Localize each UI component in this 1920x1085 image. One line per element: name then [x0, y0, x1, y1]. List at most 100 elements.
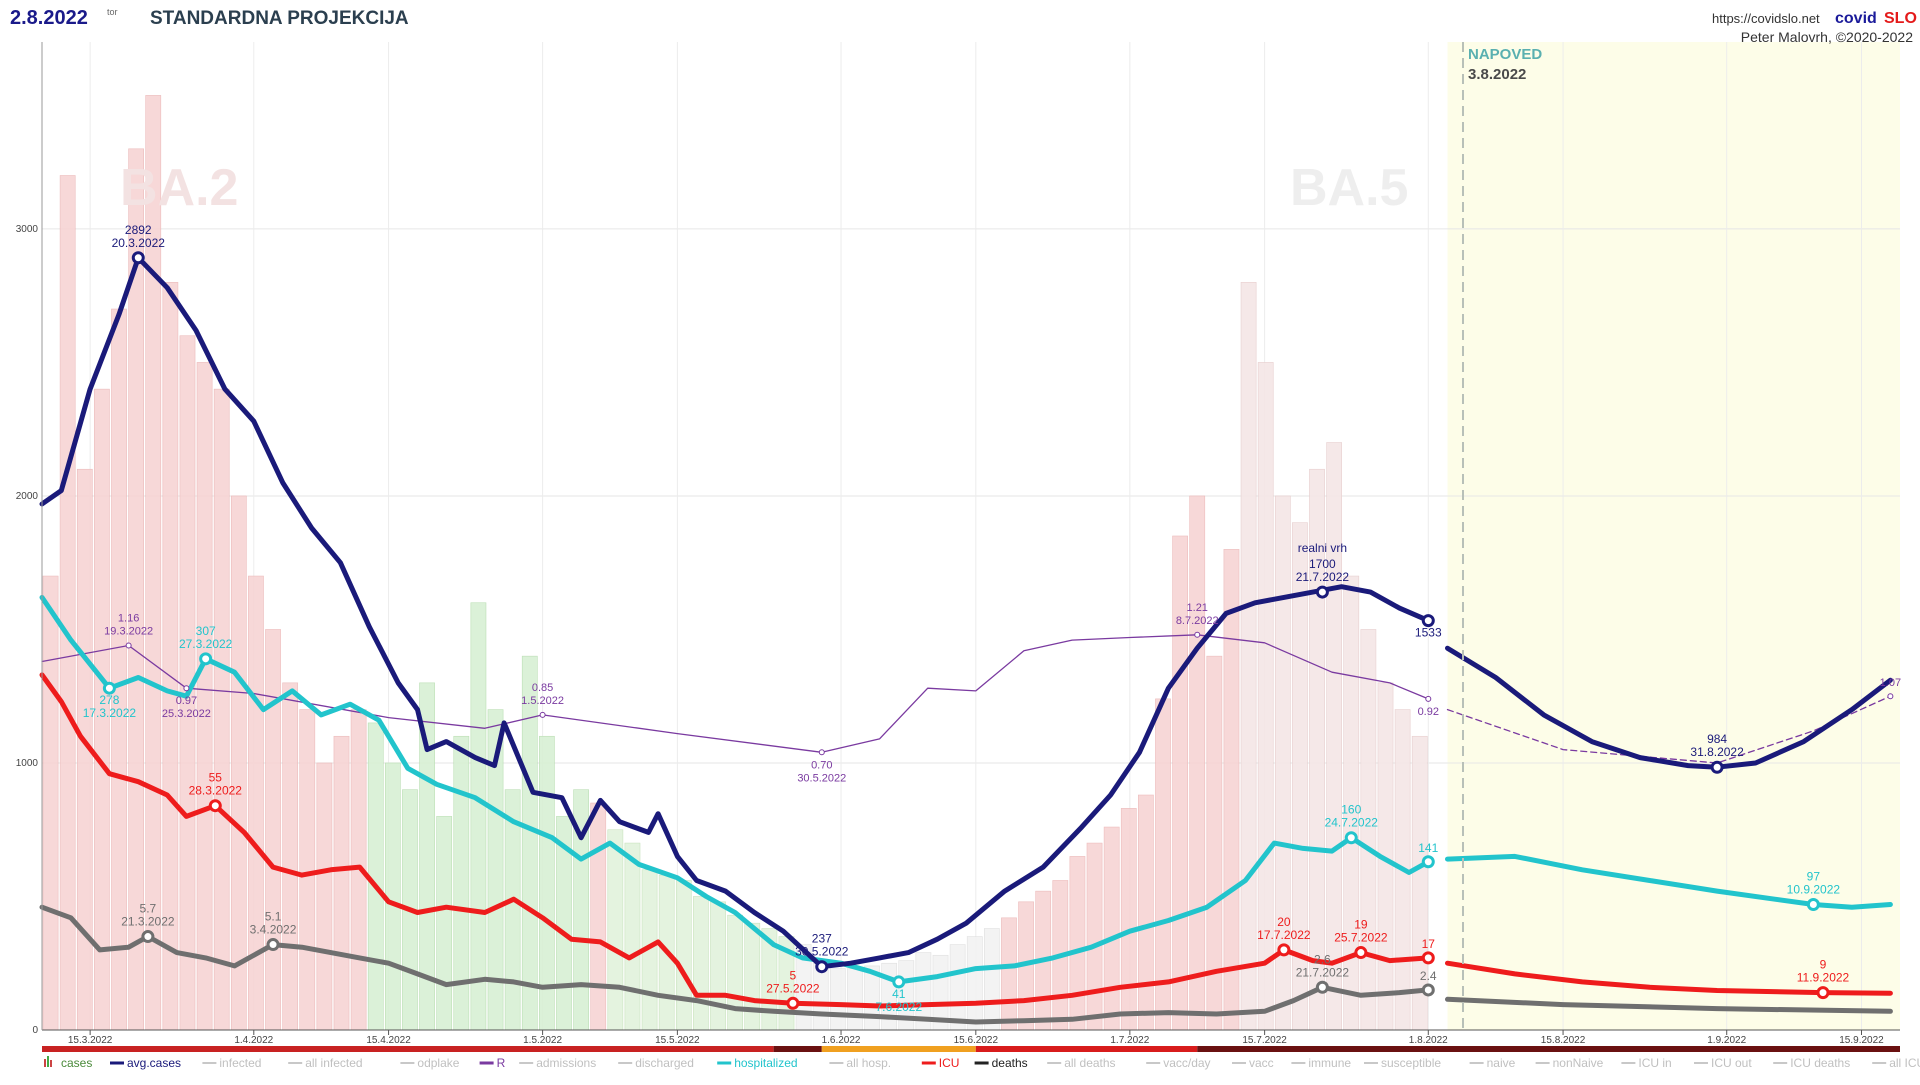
annotation-date: 21.7.2022 — [1296, 965, 1350, 979]
legend-item-icu: ICU — [939, 1056, 960, 1070]
y-tick-label: 1000 — [16, 758, 39, 769]
bar — [744, 922, 761, 1031]
annotation-value: 141 — [1418, 841, 1438, 855]
legend-item-vacc: vacc — [1249, 1056, 1274, 1070]
annotation-date: 31.8.2022 — [1690, 745, 1744, 759]
bar — [966, 936, 983, 1031]
bar — [470, 602, 487, 1031]
bar — [1069, 856, 1086, 1031]
x-tick-label: 1.4.2022 — [234, 1035, 273, 1046]
annotation-marker — [1354, 946, 1368, 960]
bar — [1120, 808, 1137, 1031]
annotation-marker — [1710, 760, 1724, 774]
annotation-marker — [1344, 831, 1358, 845]
annotation-marker — [1806, 897, 1820, 911]
legend-item-all-infected: all infected — [305, 1056, 362, 1070]
annotation-marker — [1421, 614, 1435, 628]
legend-item-vacc-day: vacc/day — [1163, 1056, 1210, 1070]
legend-item-admissions: admissions — [536, 1056, 596, 1070]
series-line-avg-cases-forecast — [1445, 645, 1893, 770]
bar — [436, 816, 453, 1031]
forecast-date: 3.8.2022 — [1468, 66, 1526, 83]
y-tick-label: 0 — [32, 1025, 38, 1036]
annotation-date: 24.7.2022 — [1325, 816, 1379, 830]
annotation-value: 41 — [892, 987, 906, 1001]
annotation-value: 5 — [790, 968, 797, 982]
annotation-value: 1533 — [1415, 626, 1442, 640]
annotation-marker — [208, 799, 222, 813]
bar — [710, 901, 726, 1031]
legend-item-nonnaive: nonNaive — [1553, 1056, 1604, 1070]
bar — [282, 682, 299, 1031]
legend-item-infected: infected — [219, 1056, 261, 1070]
annotation-value: 17 — [1422, 937, 1436, 951]
bar — [42, 575, 59, 1031]
annotation-value: 97 — [1807, 869, 1821, 883]
bar — [384, 762, 401, 1031]
bar — [299, 709, 316, 1031]
bar — [1138, 794, 1154, 1031]
annotation-marker — [1194, 631, 1201, 638]
axes: 15.3.2022 1.4.2022 15.4.2022 1.5.2022 15.5.2… — [16, 42, 1900, 1052]
annotation-marker — [1816, 986, 1830, 1000]
annotation-marker — [1421, 951, 1435, 965]
annotation-value: 237 — [812, 932, 832, 946]
legend-item-all-hosp-: all hosp. — [846, 1056, 891, 1070]
legend-item-avg-cases: avg.cases — [127, 1056, 181, 1070]
annotation-value: 0.92 — [1418, 706, 1439, 718]
y-tick-label: 2000 — [16, 491, 39, 502]
legend-item-discharged: discharged — [635, 1056, 694, 1070]
annotation-value: 1.21 — [1187, 602, 1208, 614]
annotation-value: 55 — [209, 771, 223, 785]
legend-item-r: R — [497, 1056, 506, 1070]
annotation-title: realni vrh — [1298, 541, 1347, 555]
series-line-deaths-forecast — [1445, 996, 1893, 1014]
annotation-value: 1.16 — [118, 612, 139, 624]
bar — [1240, 282, 1257, 1031]
annotation-marker — [818, 749, 825, 756]
x-tick-label: 15.6.2022 — [954, 1035, 999, 1046]
annotation-marker — [1421, 855, 1435, 869]
forecast-label: NAPOVED — [1468, 46, 1542, 63]
annotation-value: 9 — [1820, 958, 1827, 972]
bar — [1172, 535, 1188, 1031]
x-tick-label: 1.9.2022 — [1707, 1035, 1746, 1046]
bar — [1189, 495, 1206, 1031]
annotation-date: 17.3.2022 — [83, 706, 137, 720]
annotation-date: 21.7.2022 — [1296, 570, 1350, 584]
annotation-value: 2.6 — [1314, 952, 1331, 966]
header-weekday: tor — [107, 7, 118, 17]
bar — [265, 629, 281, 1031]
legend-item-icu-out: ICU out — [1711, 1056, 1752, 1070]
bar — [949, 944, 966, 1031]
annotation-marker — [1421, 983, 1435, 997]
annotation-value: 0.97 — [176, 695, 197, 707]
legend-swatch — [50, 1060, 52, 1067]
bar — [607, 829, 624, 1031]
bar — [59, 175, 76, 1031]
bar — [316, 762, 333, 1031]
x-tick-label: 15.9.2022 — [1839, 1035, 1884, 1046]
bar — [248, 575, 264, 1031]
annotation-value: 1.07 — [1880, 677, 1901, 689]
annotation-marker — [266, 938, 280, 952]
x-tick-label: 15.8.2022 — [1541, 1035, 1586, 1046]
variant-label-ba2: BA.2 — [120, 159, 238, 217]
annotation-value: 0.70 — [811, 759, 832, 771]
legend-item-susceptible: susceptible — [1381, 1056, 1441, 1070]
annotation-date: 30.5.2022 — [795, 945, 849, 959]
bar — [624, 842, 641, 1031]
timeline-strip — [773, 1046, 822, 1052]
bar — [1103, 826, 1120, 1031]
annotation-marker — [786, 996, 800, 1010]
annotation-date: 20.3.2022 — [112, 236, 166, 250]
timeline-strip — [42, 1046, 774, 1052]
annotation-marker — [1315, 980, 1329, 994]
annotation-date: 3.4.2022 — [250, 923, 297, 937]
annotation-value: 0.85 — [532, 682, 553, 694]
legend-item-hospitalized: hospitalized — [734, 1056, 797, 1070]
timeline-strip — [821, 1046, 976, 1052]
legend-item-cases: cases — [61, 1056, 92, 1070]
